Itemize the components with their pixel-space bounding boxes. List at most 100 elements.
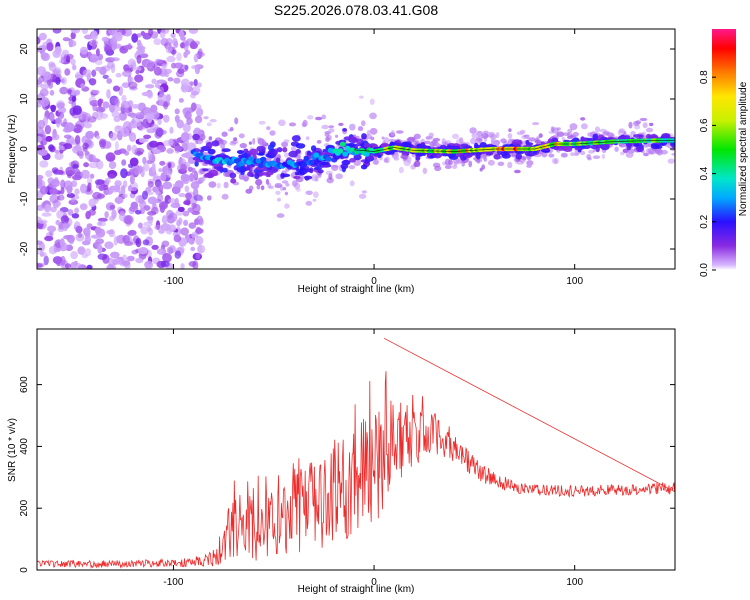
scatter-cell: [230, 139, 239, 144]
noise-cell: [165, 226, 173, 235]
scatter-cell: [305, 136, 310, 141]
scatter-cell: [643, 152, 649, 157]
y-tick-label: 200: [19, 499, 30, 516]
noise-cell: [150, 104, 158, 113]
band-cell: [474, 144, 482, 148]
band-cell: [626, 144, 632, 151]
noise-cell: [125, 124, 133, 133]
noise-cell: [159, 86, 164, 95]
scatter-cell: [630, 131, 636, 136]
noise-cell: [104, 241, 114, 249]
scatter-cell: [456, 138, 464, 145]
band-cell: [293, 175, 301, 180]
noise-cell: [85, 210, 91, 220]
scatter-cell: [560, 152, 568, 158]
noise-cell: [183, 41, 189, 52]
noise-cell: [180, 227, 189, 236]
x-tick-label: 0: [371, 276, 377, 287]
scatter-cell: [528, 137, 536, 142]
noise-cell: [60, 238, 65, 248]
noise-cell: [64, 68, 71, 76]
scatter-cell: [275, 190, 281, 195]
noise-cell: [161, 240, 170, 248]
noise-cell: [166, 209, 174, 219]
noise-cell: [122, 70, 132, 77]
noise-cell: [63, 134, 72, 139]
noise-cell: [188, 261, 197, 267]
noise-cell: [128, 163, 133, 169]
noise-cell: [169, 126, 174, 134]
band-cell: [349, 158, 356, 163]
scatter-cell: [312, 198, 317, 202]
band-cell: [276, 147, 283, 153]
scatter-cell: [475, 137, 483, 144]
noise-cell: [147, 216, 154, 224]
noise-cell: [196, 107, 204, 117]
scatter-cell: [581, 123, 588, 130]
scatter-cell: [206, 195, 212, 201]
band-cell: [340, 163, 349, 170]
noise-cell: [49, 194, 59, 204]
noise-cell: [83, 122, 92, 129]
noise-cell: [157, 93, 168, 103]
noise-cell: [108, 161, 117, 170]
noise-cell: [88, 198, 96, 208]
scatter-cell: [369, 98, 375, 105]
noise-cell: [135, 210, 142, 215]
noise-cell: [166, 55, 176, 63]
scatter-cell: [258, 120, 266, 125]
scatter-cell: [633, 121, 640, 126]
noise-cell: [143, 134, 152, 139]
scatter-cell: [425, 136, 433, 140]
noise-cell: [46, 42, 54, 52]
noise-cell: [95, 66, 103, 72]
scatter-cell: [667, 158, 675, 164]
snr-ylabel: SNR (10 * v/v): [7, 418, 18, 482]
noise-cell: [72, 164, 79, 170]
scatter-cell: [307, 115, 314, 120]
ridge-cell: [260, 156, 267, 162]
band-cell: [221, 148, 231, 153]
x-tick-label: 100: [566, 276, 583, 287]
noise-cell: [62, 143, 73, 150]
noise-cell: [66, 193, 76, 198]
scatter-cell: [281, 180, 289, 184]
band-cell: [515, 153, 523, 160]
noise-cell: [113, 115, 121, 123]
scatter-cell: [594, 126, 601, 133]
noise-cell: [72, 64, 77, 71]
scatter-cell: [358, 95, 364, 99]
scatter-cell: [321, 124, 329, 130]
scatter-cell: [335, 173, 344, 180]
noise-cell: [68, 236, 75, 245]
noise-cell: [70, 31, 76, 40]
scatter-cell: [238, 133, 245, 139]
noise-cell: [115, 72, 122, 78]
band-cell: [343, 136, 352, 141]
noise-cell: [40, 185, 48, 195]
scatter-cell: [601, 153, 606, 160]
noise-cell: [107, 29, 117, 36]
noise-cell: [151, 244, 159, 250]
noise-cell: [74, 188, 80, 195]
scatter-cell: [588, 150, 595, 154]
noise-cell: [52, 29, 62, 34]
scatter-cell: [478, 138, 482, 144]
noise-cell: [146, 159, 153, 165]
noise-cell: [109, 251, 120, 259]
band-cell: [592, 133, 599, 141]
scatter-cell: [516, 161, 524, 165]
noise-cell: [177, 206, 185, 212]
scatter-cell: [497, 161, 505, 166]
noise-cell: [179, 64, 189, 73]
scatter-cell: [383, 137, 390, 144]
scatter-cell: [260, 185, 265, 191]
noise-cell: [156, 248, 166, 255]
noise-cell: [131, 144, 138, 155]
colorbar-tick-label: 0.4: [699, 166, 710, 180]
noise-cell: [119, 210, 126, 216]
noise-cell: [104, 211, 109, 219]
noise-cell: [52, 69, 61, 75]
band-cell: [267, 144, 274, 151]
band-cell: [557, 147, 564, 151]
